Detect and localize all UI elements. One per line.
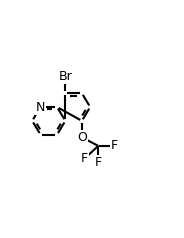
Text: F: F (95, 156, 102, 169)
Text: Br: Br (59, 70, 72, 83)
Text: F: F (111, 139, 118, 152)
Text: O: O (77, 131, 87, 144)
Text: N: N (36, 100, 45, 114)
Text: F: F (81, 152, 88, 165)
